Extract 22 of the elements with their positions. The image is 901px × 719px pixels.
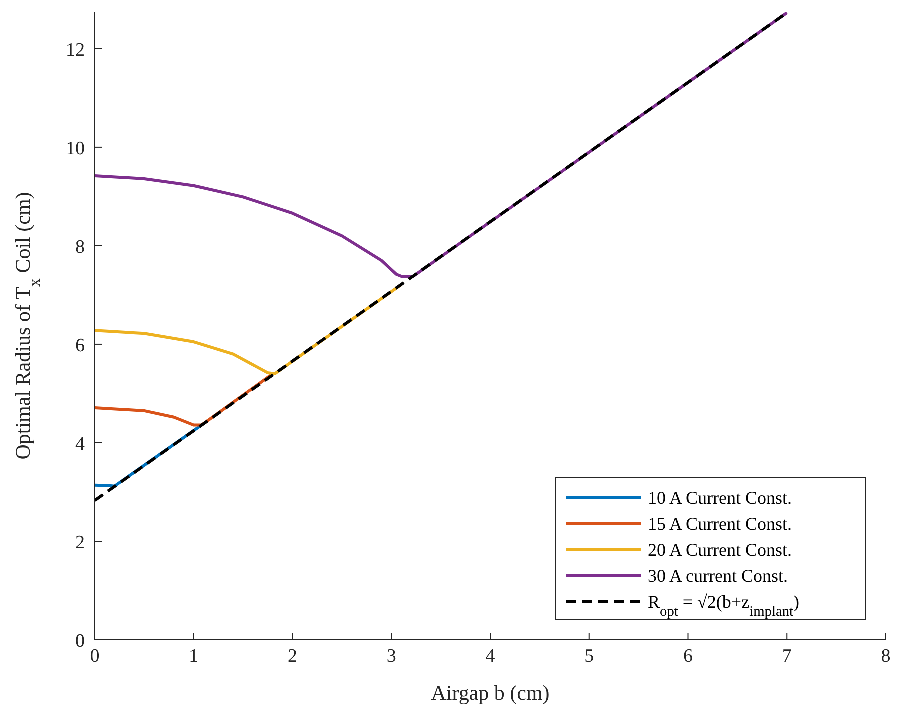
x-tick-label: 1: [189, 646, 199, 667]
y-tick-label: 12: [66, 40, 85, 61]
legend-label: R$_{opt}$ = √2(b+z$_{implant}$): [648, 592, 800, 620]
y-tick-label: 2: [76, 532, 85, 554]
x-tick-label: 4: [486, 646, 496, 667]
legend-label: 20 A Current Const.: [648, 540, 792, 560]
x-tick-label: 5: [584, 646, 594, 667]
x-tick-label: 0: [90, 646, 100, 667]
y-tick-label: 0: [76, 631, 85, 652]
x-tick-label: 3: [386, 646, 396, 667]
x-axis-title: Airgap b (cm): [431, 681, 550, 705]
x-tick-label: 2: [288, 646, 298, 667]
y-tick-label: 6: [76, 335, 85, 356]
x-tick-label: 6: [684, 646, 693, 667]
legend-label: 15 A Current Const.: [648, 514, 792, 534]
x-tick-label: 8: [881, 646, 891, 667]
y-tick-label: 10: [66, 138, 85, 160]
y-tick-label: 8: [76, 236, 85, 258]
legend-label: 30 A current Const.: [648, 566, 788, 586]
x-tick-label: 7: [782, 646, 792, 667]
legend-label: 10 A Current Const.: [648, 488, 792, 508]
y-tick-label: 4: [76, 434, 86, 455]
